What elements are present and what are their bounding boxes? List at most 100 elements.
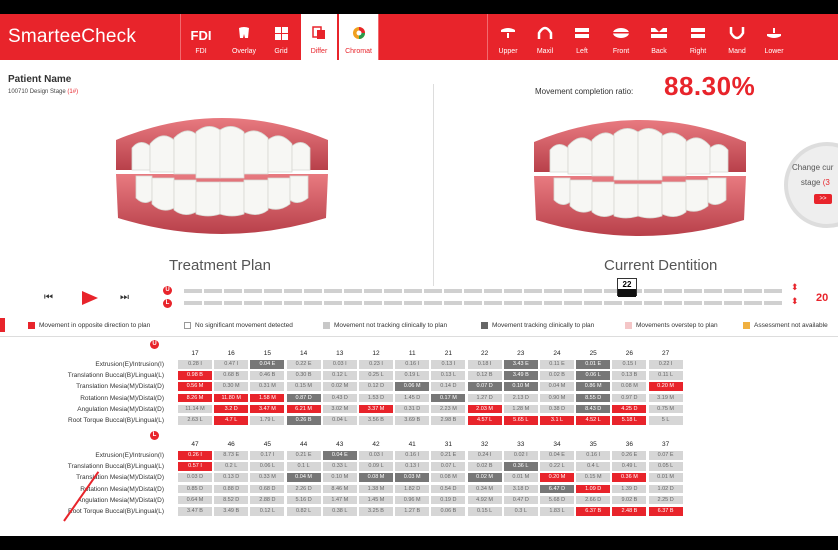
current-dentition-teeth-model[interactable]	[530, 100, 750, 240]
movement-value-cell[interactable]: 0.12 B	[467, 371, 502, 380]
back-view-button[interactable]: Back	[643, 14, 675, 60]
movement-value-cell[interactable]: 2.98 B	[431, 416, 466, 425]
movement-value-cell[interactable]: 1.58 M	[250, 393, 285, 403]
movement-value-cell[interactable]: 3.49 B	[503, 371, 538, 380]
movement-value-cell[interactable]: 0.3 L	[503, 507, 538, 516]
movement-value-cell[interactable]: 5 L	[648, 416, 683, 425]
movement-value-cell[interactable]: 0.47 D	[503, 495, 538, 505]
movement-value-cell[interactable]: 0.34 M	[467, 484, 502, 494]
movement-value-cell[interactable]: 0.18 I	[467, 360, 502, 369]
movement-value-cell[interactable]: 0.05 L	[648, 462, 683, 471]
movement-value-cell[interactable]: 0.31 D	[395, 404, 430, 414]
movement-value-cell[interactable]: 0.04 M	[286, 473, 321, 482]
skip-forward-icon[interactable]: ⏭	[120, 292, 129, 303]
movement-value-cell[interactable]: 0.68 D	[250, 484, 285, 494]
movement-value-cell[interactable]: 0.36 M	[612, 473, 647, 482]
movement-value-cell[interactable]: 0.68 B	[214, 371, 249, 380]
movement-value-cell[interactable]: 0.87 D	[286, 393, 321, 403]
movement-value-cell[interactable]: 2.48 B	[612, 507, 647, 516]
movement-value-cell[interactable]: 0.1 L	[286, 462, 321, 471]
movement-value-cell[interactable]: 0.22 E	[286, 360, 321, 369]
movement-value-cell[interactable]: 1.45 D	[395, 393, 430, 403]
movement-value-cell[interactable]: 0.54 D	[431, 484, 466, 494]
movement-value-cell[interactable]: 6.37 B	[576, 507, 611, 516]
movement-value-cell[interactable]: 0.07 L	[431, 462, 466, 471]
movement-value-cell[interactable]: 0.14 D	[431, 382, 466, 391]
movement-value-cell[interactable]: 0.96 M	[395, 495, 430, 505]
movement-value-cell[interactable]: 0.38 D	[540, 404, 574, 414]
movement-value-cell[interactable]: 0.38 L	[322, 507, 357, 516]
movement-value-cell[interactable]: 1.02 D	[648, 484, 683, 494]
movement-value-cell[interactable]: 2.88 D	[250, 495, 285, 505]
movement-value-cell[interactable]: 2.25 D	[648, 495, 683, 505]
movement-value-cell[interactable]: 0.82 L	[286, 507, 321, 516]
movement-value-cell[interactable]: 0.25 L	[359, 371, 393, 380]
stage-marker[interactable]: 22	[617, 278, 637, 297]
movement-value-cell[interactable]: 1.79 L	[250, 416, 285, 425]
movement-value-cell[interactable]: 2.66 D	[576, 495, 611, 505]
movement-value-cell[interactable]: 0.21 E	[286, 451, 321, 460]
movement-value-cell[interactable]: 0.33 M	[250, 473, 285, 482]
movement-value-cell[interactable]: 3.49 B	[214, 507, 249, 516]
movement-value-cell[interactable]: 0.02 B	[467, 462, 502, 471]
movement-value-cell[interactable]: 0.97 D	[612, 393, 647, 403]
movement-value-cell[interactable]: 0.20 M	[540, 473, 574, 482]
movement-value-cell[interactable]: 4.25 D	[612, 404, 647, 414]
movement-value-cell[interactable]: 2.23 M	[431, 404, 466, 414]
movement-value-cell[interactable]: 3.18 D	[503, 484, 538, 494]
movement-value-cell[interactable]: 0.88 D	[214, 484, 249, 494]
movement-value-cell[interactable]: 0.06 M	[395, 382, 430, 391]
lower-stage-track[interactable]	[184, 301, 782, 305]
movement-value-cell[interactable]: 0.02 M	[467, 473, 502, 482]
movement-value-cell[interactable]: 0.08 M	[612, 382, 647, 391]
movement-value-cell[interactable]: 0.47 I	[214, 360, 249, 369]
chromat-button[interactable]: Chromat	[338, 14, 378, 60]
movement-value-cell[interactable]: 8.26 M	[178, 393, 212, 403]
movement-value-cell[interactable]: 0.49 L	[612, 462, 647, 471]
movement-value-cell[interactable]: 1.83 L	[540, 507, 574, 516]
movement-value-cell[interactable]: 0.21 E	[431, 451, 466, 460]
movement-value-cell[interactable]: 0.04 M	[540, 382, 574, 391]
movement-value-cell[interactable]: 0.20 M	[648, 382, 683, 391]
movement-value-cell[interactable]: 0.11 L	[648, 371, 683, 380]
skip-back-icon[interactable]: ⏮	[44, 292, 53, 303]
movement-value-cell[interactable]: 0.07 D	[467, 382, 502, 391]
movement-value-cell[interactable]: 4.92 M	[467, 495, 502, 505]
movement-value-cell[interactable]: 9.02 B	[612, 495, 647, 505]
fdi-button[interactable]: FDI FDI	[184, 14, 218, 60]
change-stage-button[interactable]: >>	[814, 194, 832, 204]
movement-value-cell[interactable]: 0.31 M	[250, 382, 285, 391]
movement-value-cell[interactable]: 0.06 L	[250, 462, 285, 471]
movement-value-cell[interactable]: 0.07 E	[648, 451, 683, 460]
movement-value-cell[interactable]: 0.09 L	[359, 462, 393, 471]
movement-value-cell[interactable]: 0.28 I	[178, 360, 212, 369]
right-view-button[interactable]: Right	[681, 14, 715, 60]
movement-value-cell[interactable]: 0.17 I	[250, 451, 285, 460]
movement-value-cell[interactable]: 3.47 M	[250, 404, 285, 414]
movement-value-cell[interactable]: 1.39 D	[612, 484, 647, 494]
movement-value-cell[interactable]: 0.06 L	[576, 371, 611, 380]
movement-value-cell[interactable]: 0.15 M	[286, 382, 321, 391]
movement-value-cell[interactable]: 3.69 B	[395, 416, 430, 425]
movement-value-cell[interactable]: 0.12 L	[322, 371, 357, 380]
movement-value-cell[interactable]: 0.13 B	[612, 371, 647, 380]
movement-value-cell[interactable]: 1.53 D	[359, 393, 393, 403]
movement-value-cell[interactable]: 1.82 D	[395, 484, 430, 494]
movement-value-cell[interactable]: 0.13 I	[431, 360, 466, 369]
movement-value-cell[interactable]: 2.63 L	[178, 416, 212, 425]
movement-value-cell[interactable]: 5.16 D	[286, 495, 321, 505]
movement-value-cell[interactable]: 8.52 D	[214, 495, 249, 505]
movement-value-cell[interactable]: 0.01 M	[503, 473, 538, 482]
movement-value-cell[interactable]: 3.1 L	[540, 416, 574, 425]
maxil-view-button[interactable]: Maxil	[530, 14, 560, 60]
movement-value-cell[interactable]: 0.36 L	[503, 462, 538, 471]
lower-view-button[interactable]: Lower	[758, 14, 790, 60]
movement-value-cell[interactable]: 8.46 M	[322, 484, 357, 494]
movement-value-cell[interactable]: 0.13 I	[395, 462, 430, 471]
movement-value-cell[interactable]: 0.46 B	[250, 371, 285, 380]
movement-value-cell[interactable]: 0.86 M	[576, 382, 611, 391]
movement-value-cell[interactable]: 1.47 M	[322, 495, 357, 505]
movement-value-cell[interactable]: 0.08 M	[431, 473, 466, 482]
movement-value-cell[interactable]: 3.02 M	[322, 404, 357, 414]
front-view-button[interactable]: Front	[604, 14, 638, 60]
